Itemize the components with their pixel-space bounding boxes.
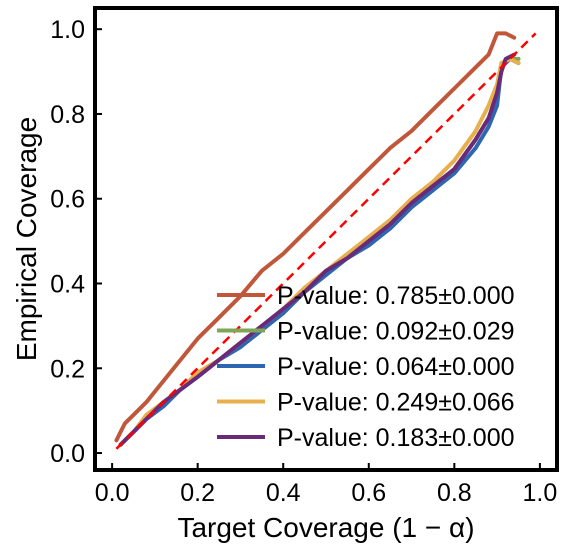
legend-label-4: P-value: 0.249±0.066 <box>277 389 515 417</box>
axis-ticks: 0.0 0.2 0.4 0.6 0.8 1.0 0.0 0.2 0.4 0.6 0.8 1.0 <box>50 16 557 507</box>
reference-diagonal-line <box>115 32 537 450</box>
x-tick-label: 0.8 <box>437 479 472 507</box>
series-line-1 <box>114 31 517 443</box>
x-tick-label: 0.6 <box>351 479 386 507</box>
y-tick-label: 0.4 <box>50 271 85 299</box>
y-tick-label: 0.6 <box>50 186 85 214</box>
y-axis-title: Empirical Coverage <box>11 117 42 361</box>
series-line-5 <box>118 52 517 447</box>
x-tick-label: 0.2 <box>180 479 215 507</box>
y-tick-label: 1.0 <box>50 16 85 44</box>
legend-label-3: P-value: 0.064±0.000 <box>277 353 515 381</box>
x-axis-title: Target Coverage (1 − α) <box>177 512 474 543</box>
plot-frame <box>93 6 559 472</box>
x-tick-label: 0.0 <box>95 479 130 507</box>
legend-label-5: P-value: 0.183±0.000 <box>277 424 515 452</box>
series-line-2 <box>118 56 521 447</box>
legend-label-1: P-value: 0.785±0.000 <box>277 282 515 310</box>
x-tick-label: 0.4 <box>266 479 301 507</box>
y-tick-label: 0.0 <box>50 440 85 468</box>
legend: P-value: 0.785±0.000 P-value: 0.092±0.029… <box>217 282 515 452</box>
series-line-3 <box>118 56 521 447</box>
legend-label-2: P-value: 0.092±0.029 <box>277 318 515 346</box>
y-tick-label: 0.2 <box>50 355 85 383</box>
series-line-4 <box>118 56 521 447</box>
x-tick-label: 1.0 <box>523 479 558 507</box>
y-tick-label: 0.8 <box>50 101 85 129</box>
